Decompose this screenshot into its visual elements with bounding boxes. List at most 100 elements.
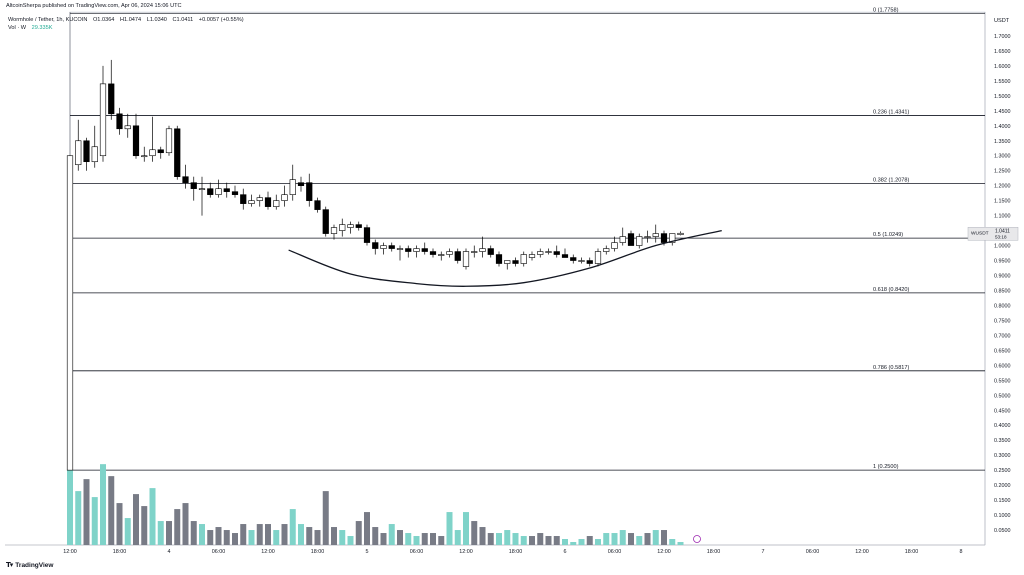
- symbol-name[interactable]: Wormhole / Tether, 1h, KUCOIN: [8, 17, 88, 23]
- tradingview-footer[interactable]: T▾ TradingView: [6, 561, 53, 569]
- fibonacci-retracement[interactable]: 0 (1.7758) 0.236 (1.4341) 0.382 (1.2078) 0.…: [70, 7, 985, 471]
- candle-body: [570, 257, 577, 261]
- candle-body: [174, 128, 181, 177]
- volume-bar: [199, 524, 205, 545]
- candlestick-series: [66, 59, 684, 471]
- fib-level-label: 0 (1.7758): [873, 7, 899, 13]
- publisher-line: AltcoinSherpa published on TradingView.c…: [6, 3, 186, 10]
- volume-bar: [223, 530, 230, 545]
- candle-body: [446, 251, 453, 255]
- volume-bar: [496, 533, 502, 545]
- candle-body: [495, 254, 503, 264]
- volume-bar: [207, 530, 214, 545]
- volume-label[interactable]: Vol · W: [8, 25, 27, 31]
- price-tick-label: 1.1500: [994, 199, 1011, 205]
- fib-level-label: 0.5 (1.0249): [873, 232, 903, 238]
- candle-body: [264, 197, 272, 207]
- ohlc-low: L1.0340: [146, 17, 167, 23]
- price-tick-label: 1.5000: [994, 94, 1011, 100]
- volume-bar: [116, 503, 123, 545]
- volume-bar: [661, 530, 667, 545]
- volume-bar: [438, 536, 445, 545]
- time-scale[interactable]: 12:00 18:00 4 06:00 12:00 18:00 5 06:00 12:00 18:…: [63, 535, 963, 556]
- time-tick-label: 18:00: [509, 549, 523, 555]
- volume-bar: [479, 527, 486, 545]
- symbol-legend[interactable]: Wormhole / Tether, 1h, KUCOIN O1.0364 H1…: [8, 17, 248, 24]
- volume-bar: [149, 488, 156, 545]
- volume-bar: [520, 536, 527, 545]
- volume-bar: [108, 476, 115, 545]
- candle-body: [355, 224, 362, 228]
- volume-bar: [545, 536, 552, 545]
- candle-body: [603, 248, 610, 252]
- price-tick-label: 0.4000: [994, 423, 1011, 429]
- volume-bar: [611, 533, 618, 545]
- ohlc-open: O1.0364: [92, 17, 115, 23]
- volume-legend[interactable]: Vol · W 29.335K: [8, 25, 56, 32]
- volume-bar: [562, 539, 568, 545]
- price-tick-label: 0.4500: [994, 408, 1011, 414]
- price-tick-label: 1.1000: [994, 214, 1011, 220]
- price-tick-label: 1.5500: [994, 79, 1011, 85]
- volume-bar: [504, 530, 511, 545]
- volume-bar: [669, 539, 676, 545]
- candle-body: [388, 245, 395, 249]
- volume-bar: [537, 533, 544, 545]
- volume-bar: [603, 533, 610, 545]
- time-tick-label: 18:00: [113, 549, 127, 555]
- time-tick-label: 6: [564, 549, 567, 555]
- volume-bar: [347, 536, 354, 545]
- price-tick-label: 1.6000: [994, 64, 1011, 70]
- candle-body: [405, 248, 412, 252]
- time-tick-label: 06:00: [608, 549, 622, 555]
- candle-body: [528, 254, 536, 258]
- candle-body: [91, 146, 98, 163]
- volume-bar: [141, 506, 148, 545]
- candle-body: [330, 227, 338, 234]
- candle-body: [108, 83, 115, 115]
- candle-body: [339, 224, 346, 231]
- volume-bar: [644, 533, 651, 545]
- candle-body: [454, 251, 461, 261]
- price-tick-label: 0.6000: [994, 363, 1011, 369]
- price-scale[interactable]: USDT 1.7000 1.6500 1.6000 1.5500 1.5000 1.4500…: [967, 18, 1019, 534]
- volume-bar: [124, 518, 131, 545]
- candle-body: [215, 188, 222, 195]
- volume-bar: [75, 491, 82, 545]
- tradingview-logo-icon: T▾: [6, 561, 13, 569]
- candle-body: [141, 155, 148, 158]
- volume-bar: [339, 530, 346, 545]
- candle-body: [479, 248, 486, 252]
- time-tick-label: 06:00: [806, 549, 820, 555]
- time-tick-label: 18:00: [905, 549, 919, 555]
- volume-bar: [273, 530, 280, 545]
- candle-body: [116, 113, 123, 130]
- publisher-text: AltcoinSherpa published on TradingView.c…: [6, 3, 182, 9]
- volume-bar: [578, 539, 585, 545]
- candle-body: [429, 251, 437, 255]
- volume-bar: [446, 512, 453, 545]
- price-tick-label: 1.2500: [994, 169, 1011, 175]
- fib-level-label: 0.236 (1.4341): [873, 110, 910, 116]
- volume-bar: [174, 509, 181, 545]
- time-tick-label: 12:00: [657, 549, 671, 555]
- candle-body: [75, 140, 82, 166]
- time-tick-label: 12:00: [459, 549, 473, 555]
- candle-body: [537, 251, 544, 255]
- volume-bar: [215, 527, 222, 545]
- candle-body: [487, 248, 494, 255]
- price-tick-label: 1.7000: [994, 34, 1011, 40]
- price-tick-label: 0.6500: [994, 348, 1011, 354]
- fib-level-label: 1 (0.2500): [873, 464, 899, 470]
- rounded-bottom-curve[interactable]: [288, 229, 722, 287]
- price-tick-label: 1.3000: [994, 154, 1011, 160]
- candle-body: [347, 224, 354, 228]
- volume-bar: [397, 530, 403, 545]
- volume-bar: [463, 512, 469, 545]
- volume-bar: [553, 536, 560, 545]
- volume-bar: [619, 530, 626, 545]
- volume-bar: [157, 521, 164, 545]
- candle-body: [372, 242, 379, 249]
- candle-body: [157, 149, 164, 154]
